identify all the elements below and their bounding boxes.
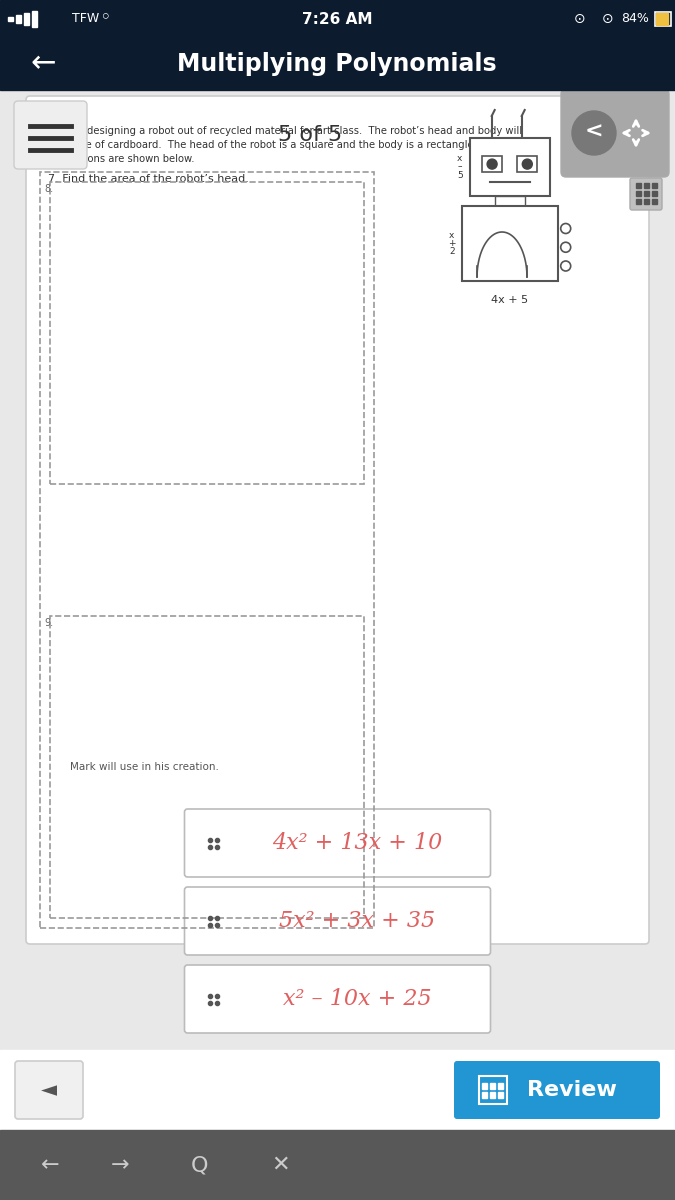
Bar: [0, 0, 675, 38]
Bar: [644, 191, 649, 196]
Bar: [498, 1092, 503, 1098]
Bar: [655, 12, 671, 26]
Text: Mark is designing a robot out of recycled material for art class.  The robot’s h: Mark is designing a robot out of recycle…: [48, 126, 522, 136]
FancyBboxPatch shape: [561, 89, 669, 176]
Bar: [652, 182, 657, 188]
Text: 7. Find the area of the robot’s head.: 7. Find the area of the robot’s head.: [48, 174, 249, 184]
Bar: [50, 616, 364, 918]
Bar: [498, 1082, 503, 1090]
Bar: [479, 1076, 507, 1104]
Bar: [490, 1092, 495, 1098]
Text: ✕: ✕: [271, 1154, 290, 1175]
Text: x
–
5: x – 5: [457, 154, 462, 180]
FancyBboxPatch shape: [26, 96, 649, 944]
Bar: [0, 38, 675, 90]
Text: be made of cardboard.  The head of the robot is a square and the body is a recta: be made of cardboard. The head of the ro…: [48, 140, 499, 150]
Text: ◦: ◦: [99, 8, 111, 28]
Bar: [470, 138, 549, 196]
Text: 5x² + 3x + 35: 5x² + 3x + 35: [279, 910, 435, 932]
Text: Mark will use in his creation.: Mark will use in his creation.: [70, 762, 219, 772]
FancyBboxPatch shape: [184, 887, 491, 955]
Circle shape: [572, 110, 616, 155]
Text: TFW: TFW: [72, 12, 99, 25]
Bar: [495, 196, 524, 206]
Text: 8.: 8.: [44, 184, 53, 194]
FancyBboxPatch shape: [630, 178, 662, 210]
Bar: [0, 1050, 675, 1130]
Text: ←: ←: [40, 1154, 59, 1175]
Bar: [40, 172, 375, 928]
Bar: [482, 156, 502, 172]
Text: Q: Q: [191, 1154, 209, 1175]
Circle shape: [561, 260, 570, 271]
Text: 5 of 5: 5 of 5: [278, 125, 342, 145]
Text: 7:26 AM: 7:26 AM: [302, 12, 372, 26]
Bar: [656, 13, 668, 25]
Bar: [636, 199, 641, 204]
Bar: [482, 1092, 487, 1098]
Text: ⊙: ⊙: [602, 12, 614, 26]
Text: Multiplying Polynomials: Multiplying Polynomials: [177, 52, 497, 76]
Bar: [490, 1082, 495, 1090]
FancyBboxPatch shape: [454, 1061, 660, 1118]
Text: x² – 10x + 25: x² – 10x + 25: [284, 988, 432, 1010]
Bar: [636, 191, 641, 196]
Circle shape: [561, 223, 570, 234]
FancyBboxPatch shape: [184, 809, 491, 877]
Bar: [462, 206, 558, 281]
FancyBboxPatch shape: [184, 965, 491, 1033]
Bar: [517, 156, 537, 172]
Text: <: <: [585, 122, 603, 142]
Bar: [8, 17, 13, 20]
Text: →: →: [111, 1154, 130, 1175]
FancyBboxPatch shape: [15, 1061, 83, 1118]
Bar: [32, 11, 37, 26]
Bar: [482, 1082, 487, 1090]
Text: 84%: 84%: [621, 12, 649, 25]
Text: ⊙: ⊙: [574, 12, 586, 26]
Bar: [0, 1130, 675, 1200]
Text: x
+
2: x + 2: [448, 230, 456, 257]
Text: Review: Review: [527, 1080, 617, 1100]
Bar: [636, 182, 641, 188]
Circle shape: [522, 160, 533, 169]
Bar: [50, 182, 364, 485]
Bar: [644, 199, 649, 204]
Text: dimensions are shown below.: dimensions are shown below.: [48, 154, 194, 164]
Bar: [0, 90, 675, 1050]
Bar: [24, 13, 29, 25]
Text: 4x² + 13x + 10: 4x² + 13x + 10: [273, 832, 443, 854]
Circle shape: [487, 160, 497, 169]
Text: 4x + 5: 4x + 5: [491, 295, 529, 305]
Bar: [652, 199, 657, 204]
FancyBboxPatch shape: [14, 101, 87, 169]
Text: ←: ←: [30, 49, 55, 78]
Text: 9.: 9.: [44, 618, 53, 628]
Circle shape: [561, 242, 570, 252]
Text: ◄: ◄: [41, 1080, 57, 1100]
Bar: [652, 191, 657, 196]
Bar: [16, 14, 21, 23]
Bar: [644, 182, 649, 188]
